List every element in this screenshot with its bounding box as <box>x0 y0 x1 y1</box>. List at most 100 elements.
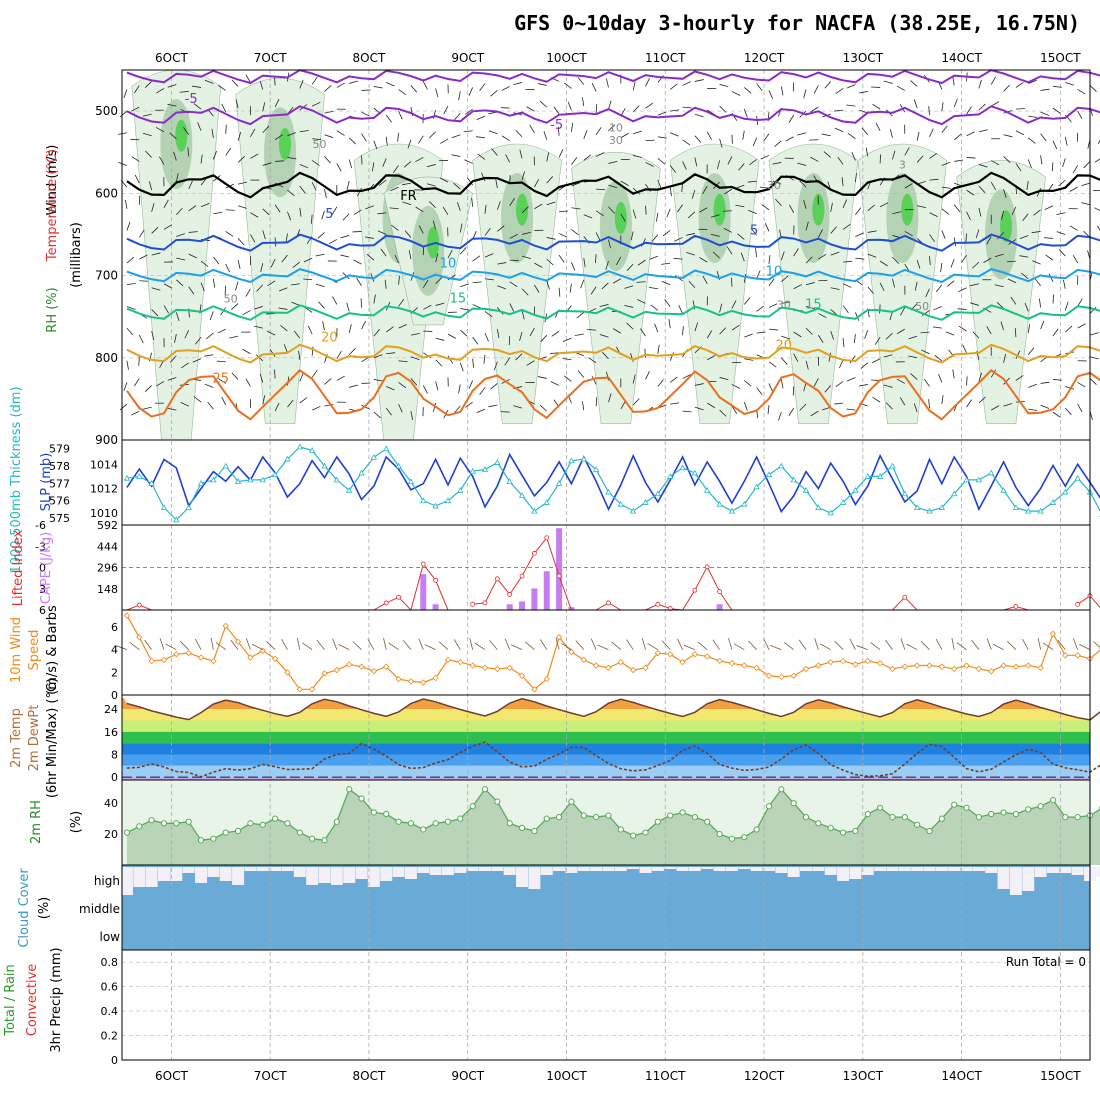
wind-barb <box>737 233 745 240</box>
wind-barb <box>1019 255 1029 258</box>
wind-barb <box>138 229 145 238</box>
rh2m-point <box>679 809 686 816</box>
wind-barb <box>346 181 350 190</box>
cloud-high-gap <box>343 867 356 883</box>
wind-barb <box>1077 323 1086 329</box>
wind-barb <box>435 381 439 391</box>
thickness-point <box>876 473 884 479</box>
wind-barb <box>962 344 967 353</box>
wind-barb <box>731 405 738 414</box>
wind-barb <box>934 354 943 362</box>
wind-barb <box>966 131 975 137</box>
wind-barb <box>515 130 523 138</box>
wind-barb <box>407 139 412 149</box>
wind-barb <box>855 173 857 183</box>
wind-barb <box>867 230 877 233</box>
rh2m-point <box>1000 809 1007 816</box>
wind-barb <box>543 131 548 140</box>
wind-barb <box>941 161 951 166</box>
wind-barb <box>954 159 964 162</box>
wind-barb <box>681 183 683 193</box>
rh2m-point <box>272 815 279 822</box>
wind-barb <box>318 301 325 309</box>
wind-barb <box>235 99 239 109</box>
wind-barb <box>398 89 407 96</box>
wind-barb <box>529 124 535 133</box>
x-tick-label-top: 9OCT <box>451 51 484 65</box>
wind10m-point <box>481 664 489 671</box>
wind-barb <box>858 91 868 94</box>
wind-barb <box>546 258 554 266</box>
wind-barb <box>250 153 259 159</box>
wind-barb <box>303 257 313 263</box>
rh2m-point <box>395 818 402 825</box>
wind-barb <box>996 302 1004 309</box>
wind-barb <box>957 308 967 310</box>
wind-barb <box>328 239 338 245</box>
wind-barb <box>595 104 598 114</box>
wind-barb <box>156 88 165 94</box>
cloud-high-gap <box>1096 867 1100 877</box>
cloud-high-gap <box>775 867 788 873</box>
wind10m-barb <box>712 639 720 650</box>
lifted-index-point <box>655 601 661 607</box>
wind-barb <box>225 231 234 237</box>
cape-tick: 592 <box>97 519 118 532</box>
wind-barb <box>608 161 618 164</box>
wind-barb <box>504 357 511 366</box>
wind-barb <box>781 335 790 340</box>
wind-barb <box>851 152 856 161</box>
wind-barb <box>200 177 207 186</box>
wind-barb <box>694 79 704 82</box>
wind10m-barb <box>661 640 671 650</box>
wind-barb <box>303 278 313 281</box>
wind10m-point <box>531 686 538 693</box>
wind-barb <box>670 132 679 137</box>
cloud-high-gap <box>145 867 158 887</box>
wind-barb <box>793 353 799 362</box>
cloud-high-gap <box>1046 867 1059 873</box>
wind-barb <box>142 406 152 410</box>
wind-barb <box>1065 407 1072 416</box>
wind10m-point <box>951 665 958 673</box>
wind-barb <box>1072 165 1078 174</box>
wind-barb <box>970 283 979 287</box>
wind10m-barb <box>856 645 868 651</box>
rh2m-point <box>481 786 489 793</box>
wind-barb <box>879 282 885 291</box>
wind-barb <box>1081 202 1091 206</box>
wind-barb <box>805 256 813 264</box>
thickness-point <box>481 466 489 472</box>
contour-label: 15 <box>450 292 467 307</box>
wind-barb <box>274 134 283 141</box>
wind-barb <box>747 180 757 183</box>
wind-barb <box>861 127 869 136</box>
wind10m-barb <box>159 638 165 650</box>
wind10m-label-b: Speed <box>27 630 42 671</box>
slp-label: SLP (mb) <box>39 453 54 512</box>
wind-barb <box>1056 231 1066 235</box>
wind-barb <box>299 372 304 382</box>
wind-barb <box>966 399 972 408</box>
wind-barb <box>744 380 752 387</box>
wind-barb <box>422 81 428 90</box>
wind-barb <box>910 80 918 87</box>
wind-barb <box>810 156 819 162</box>
rh2m-point <box>407 820 415 827</box>
wind10m-point <box>617 658 624 666</box>
wind-barb <box>938 373 943 383</box>
wind-barb <box>174 334 177 343</box>
wind-barb <box>213 256 220 265</box>
wind-barb <box>163 283 173 289</box>
wind10m-point <box>444 656 452 664</box>
wind-barb <box>299 185 306 194</box>
temp-band <box>122 754 1090 766</box>
cloud-high-gap <box>269 867 282 871</box>
wind-barb <box>731 300 737 309</box>
wind-barb <box>459 223 463 233</box>
wind10m-point <box>691 651 699 658</box>
wind-barb <box>131 156 140 162</box>
wind-barb <box>200 282 205 292</box>
wind-barb <box>917 205 927 209</box>
wind-barb <box>1001 210 1004 220</box>
